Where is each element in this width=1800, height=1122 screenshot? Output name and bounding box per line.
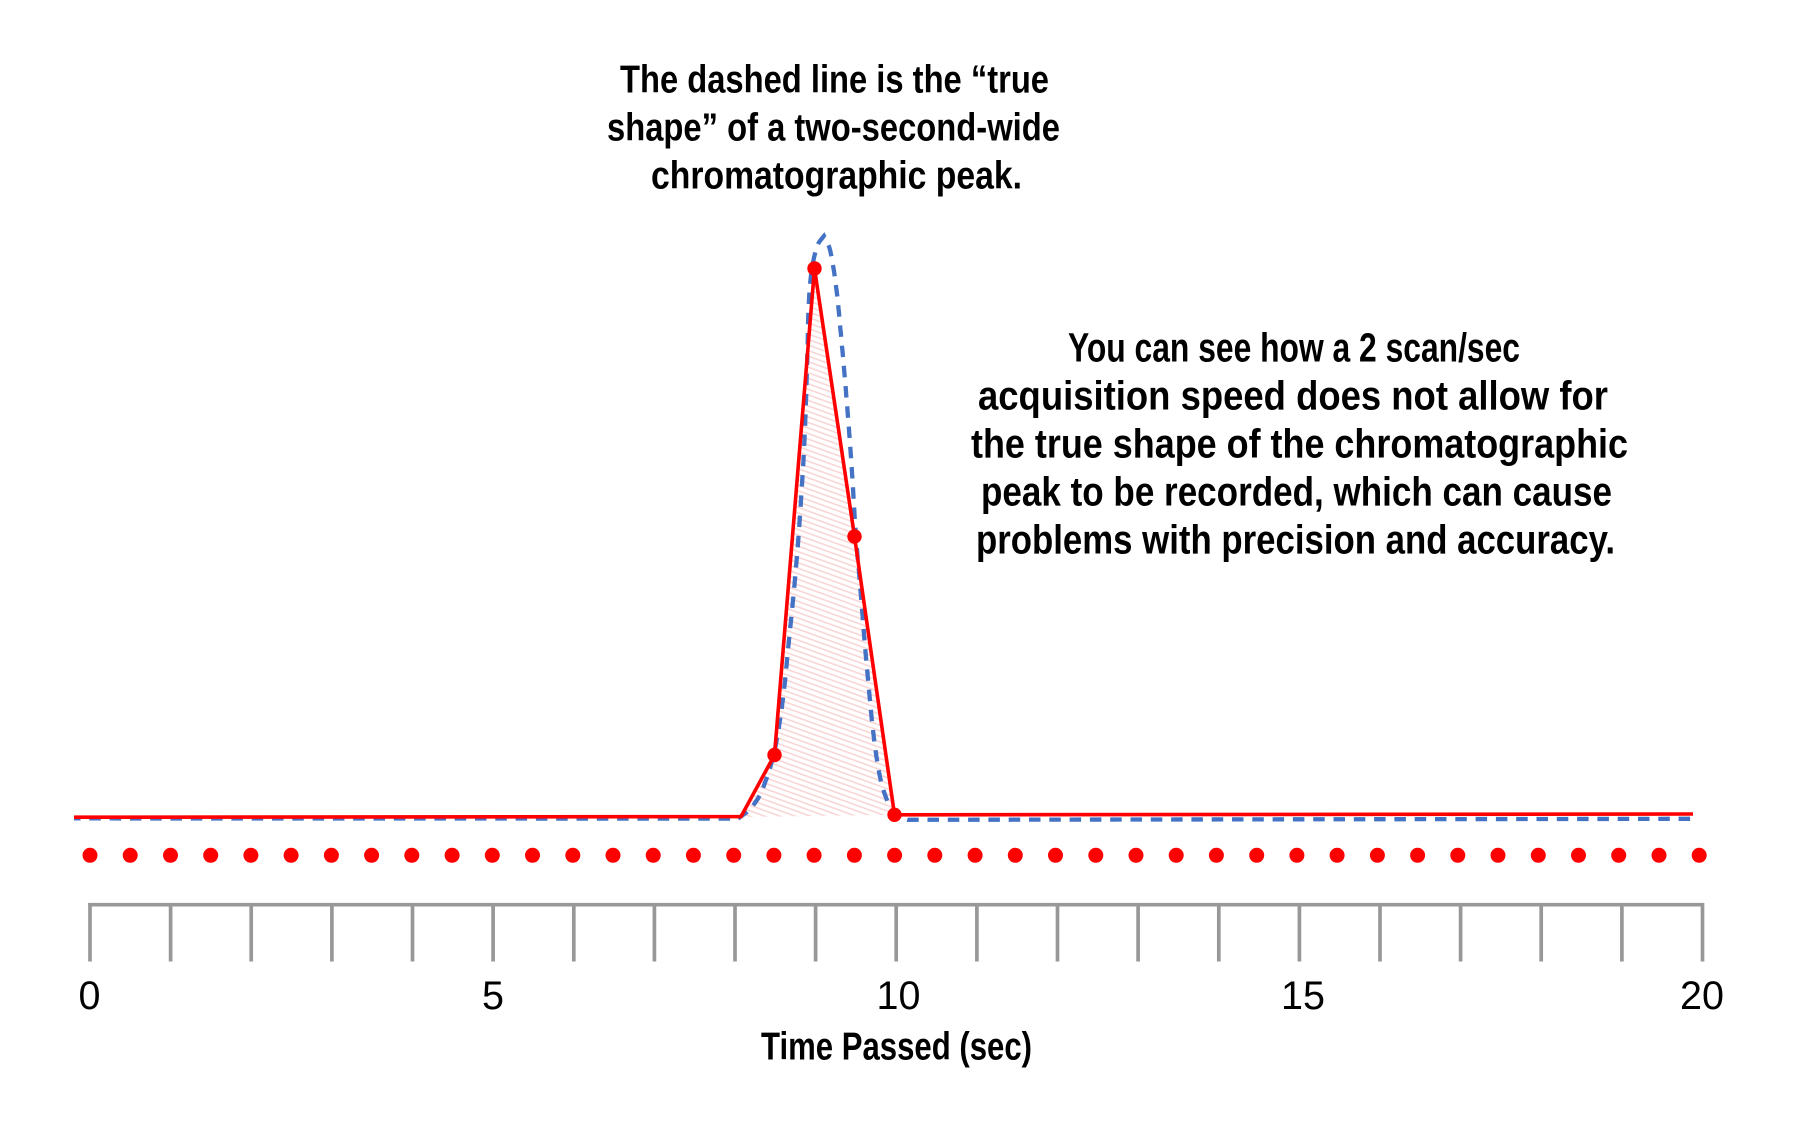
svg-text:peak to be recorded, which can: peak to be recorded, which can cause [981,469,1612,515]
svg-text:10: 10 [877,974,921,1018]
svg-text:15: 15 [1281,974,1325,1018]
svg-text:0: 0 [79,974,101,1018]
svg-text:acquisition speed does not all: acquisition speed does not allow for [978,373,1608,419]
svg-text:You can see how a 2 scan/sec: You can see how a 2 scan/sec [1068,325,1520,371]
svg-text:the true shape of the chromato: the true shape of the chromatographic [971,421,1628,467]
svg-text:shape” of a two-second-wide: shape” of a two-second-wide [607,107,1060,150]
svg-text:Time Passed (sec): Time Passed (sec) [761,1026,1032,1069]
svg-text:5: 5 [482,974,504,1018]
svg-text:20: 20 [1680,974,1724,1018]
svg-text:chromatographic peak.: chromatographic peak. [651,155,1022,198]
svg-text:problems with precision and ac: problems with precision and accuracy. [976,517,1615,563]
svg-text:The dashed line is the “true: The dashed line is the “true [620,59,1049,102]
